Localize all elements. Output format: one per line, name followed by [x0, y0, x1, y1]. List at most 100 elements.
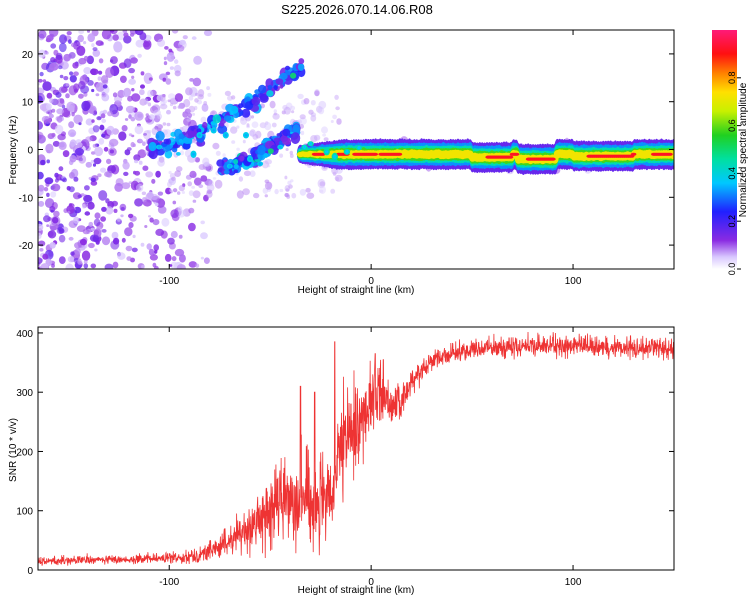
branch-speck [241, 108, 251, 118]
noise-speck [144, 225, 148, 228]
noise-speck [83, 55, 89, 61]
y-tick-label: 400 [16, 329, 33, 340]
branch-speck [212, 114, 222, 124]
noise-speck [192, 77, 202, 87]
noise-speck [189, 78, 195, 82]
noise-speck [46, 224, 50, 228]
halo-speck [147, 89, 154, 98]
branch-speck [196, 128, 202, 134]
noise-speck [113, 208, 118, 213]
noise-speck [200, 175, 208, 182]
noise-speck [78, 30, 85, 35]
noise-speck [155, 228, 165, 236]
noise-speck [113, 41, 123, 53]
halo-speck [183, 99, 191, 108]
noise-speck [109, 138, 119, 147]
noise-speck [126, 147, 132, 151]
halo-speck [285, 148, 289, 151]
noise-speck [167, 237, 175, 245]
noise-speck [57, 65, 63, 70]
halo-speck [248, 131, 254, 137]
noise-speck [107, 111, 113, 117]
noise-speck [42, 79, 47, 83]
noise-speck [76, 45, 86, 56]
branch-speck [284, 65, 291, 71]
noise-speck [94, 248, 98, 252]
halo-speck [215, 150, 221, 156]
noise-speck [71, 112, 75, 117]
noise-speck [101, 133, 106, 138]
colorbar-ticks: 0.0 0.2 0.4 0.6 0.8 [727, 72, 741, 275]
noise-speck [140, 242, 145, 247]
noise-speck [100, 75, 109, 84]
noise-speck [163, 61, 168, 66]
halo-speck [255, 130, 262, 139]
noise-speck [177, 191, 181, 195]
noise-speck [63, 76, 69, 81]
y-tick-label: 10 [22, 98, 34, 109]
halo-speck [264, 194, 268, 198]
noise-speck [78, 81, 86, 90]
noise-speck [38, 257, 43, 265]
noise-speck [90, 180, 98, 186]
branch-speck [298, 58, 305, 65]
snr-xlabel: Height of straight line (km) [298, 585, 415, 596]
noise-speck [170, 209, 179, 219]
carrier-spot [325, 150, 329, 154]
noise-speck [38, 171, 44, 180]
noise-speck [134, 125, 144, 135]
noise-speck [188, 207, 195, 214]
noise-speck [157, 38, 166, 47]
noise-speck [40, 159, 46, 166]
noise-speck [46, 159, 50, 164]
noise-speck [93, 229, 100, 236]
noise-speck [171, 256, 177, 262]
halo-speck [184, 149, 192, 158]
noise-speck [67, 211, 71, 214]
halo-speck [264, 179, 270, 184]
noise-speck [49, 242, 56, 249]
x-tick-label: 100 [565, 276, 582, 287]
noise-speck [143, 72, 153, 84]
branch-speck [148, 141, 157, 152]
noise-speck [77, 194, 83, 199]
halo-speck [191, 185, 196, 189]
noise-speck [198, 184, 204, 189]
noise-speck [112, 92, 118, 98]
noise-speck [170, 230, 178, 239]
noise-speck [83, 41, 87, 45]
halo-speck [261, 160, 269, 169]
noise-speck [134, 30, 144, 36]
noise-speck [65, 93, 70, 99]
halo-speck [169, 188, 173, 193]
noise-speck [78, 93, 84, 99]
noise-speck [110, 56, 118, 65]
branch-spot [212, 129, 216, 132]
noise-speck [98, 138, 105, 145]
noise-speck [53, 49, 59, 56]
noise-speck [189, 170, 197, 178]
noise-speck [59, 74, 64, 79]
noise-speck [154, 249, 158, 254]
noise-speck [83, 263, 89, 269]
noise-speck [73, 88, 79, 93]
noise-speck [75, 147, 84, 156]
noise-speck [90, 159, 95, 164]
branch-speck [275, 78, 284, 85]
halo-speck [236, 125, 240, 129]
halo-speck [289, 150, 293, 155]
noise-speck [138, 160, 143, 165]
noise-speck [39, 71, 44, 77]
noise-speck [50, 225, 57, 231]
halo-speck [139, 139, 143, 142]
branch-speck [233, 158, 239, 165]
noise-speck [98, 70, 103, 75]
halo-speck [171, 176, 176, 181]
noise-speck [148, 248, 155, 256]
noise-speck [38, 30, 47, 39]
spectrogram-ylabel: Frequency (Hz) [8, 116, 19, 185]
noise-speck [172, 188, 178, 193]
noise-speck [58, 166, 64, 172]
branch-speck [279, 84, 284, 89]
noise-speck [128, 67, 136, 74]
